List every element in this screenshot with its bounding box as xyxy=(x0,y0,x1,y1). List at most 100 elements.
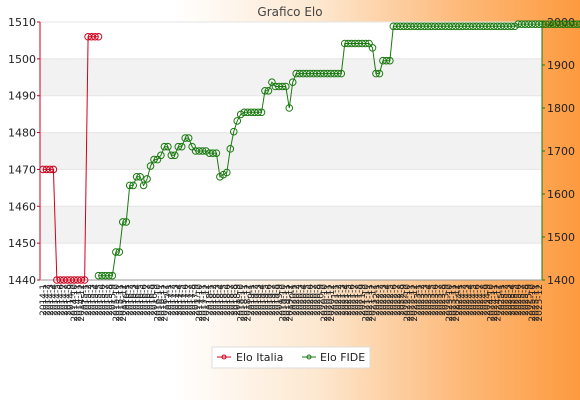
data-point[interactable] xyxy=(174,142,183,151)
data-point[interactable] xyxy=(164,142,172,151)
data-point[interactable] xyxy=(209,149,217,157)
x-tick-label: 2022-8 xyxy=(396,284,406,316)
x-tick-label: 2025-7 xyxy=(518,284,528,316)
left-tick-label: 1500 xyxy=(8,53,36,66)
data-point[interactable] xyxy=(115,248,124,256)
data-point[interactable] xyxy=(108,271,117,280)
right-tick-label: 1600 xyxy=(547,188,575,201)
x-tick-label: 2014-6 xyxy=(56,284,66,316)
x-tick-label: 2024-12 xyxy=(493,284,503,322)
data-point[interactable] xyxy=(139,181,148,190)
data-point[interactable] xyxy=(334,69,342,78)
data-point[interactable] xyxy=(337,69,346,78)
data-point[interactable] xyxy=(288,78,297,86)
x-tick-label: 2018-3 xyxy=(212,284,222,316)
x-tick-label: 2017-4 xyxy=(174,284,184,316)
x-tick-label: 2015-12 xyxy=(119,284,129,322)
data-point[interactable] xyxy=(361,39,370,48)
data-point[interactable] xyxy=(281,82,290,91)
x-tick-label: 2017-5 xyxy=(178,284,188,316)
x-tick-label: 2024-9 xyxy=(483,284,493,316)
data-point[interactable] xyxy=(372,69,380,78)
x-tick-label: 2025-1 xyxy=(497,284,507,316)
x-tick-label: 2021-1 xyxy=(330,284,340,316)
x-tick-label: 2014-3 xyxy=(46,284,56,316)
x-tick-label: 2018-2 xyxy=(209,284,219,316)
series-layer xyxy=(39,20,580,284)
plot-band xyxy=(40,58,542,96)
x-tick-label: 2022-6 xyxy=(389,284,399,316)
x-tick-label: 2023-10 xyxy=(445,284,455,322)
data-point[interactable] xyxy=(198,147,207,155)
x-tick-label: 2021-8 xyxy=(355,284,365,316)
legend-item-elo-italia[interactable]: Elo Italia xyxy=(217,351,283,364)
data-point[interactable] xyxy=(254,108,262,117)
data-point[interactable] xyxy=(157,151,165,160)
data-point[interactable] xyxy=(94,32,103,41)
x-tick-label: 2020-6 xyxy=(306,284,316,316)
data-point[interactable] xyxy=(375,69,384,78)
data-point[interactable] xyxy=(136,173,144,181)
data-point[interactable] xyxy=(212,149,221,157)
data-point[interactable] xyxy=(132,173,141,181)
x-tick-label: 2025-6 xyxy=(514,284,524,316)
x-tick-label: 2024-2 xyxy=(459,284,469,316)
data-point[interactable] xyxy=(125,181,134,190)
x-tick-label: 2019-6 xyxy=(264,284,274,316)
data-point[interactable] xyxy=(573,20,580,28)
data-point[interactable] xyxy=(386,56,394,65)
data-point[interactable] xyxy=(167,151,176,160)
data-point[interactable] xyxy=(382,56,391,65)
data-point[interactable] xyxy=(91,32,99,41)
x-tick-label: 2024-7 xyxy=(476,284,486,316)
data-point[interactable] xyxy=(171,151,179,160)
x-tick-label: 2017-2 xyxy=(167,284,177,316)
data-point[interactable] xyxy=(118,218,127,226)
data-point[interactable] xyxy=(229,127,238,136)
data-point[interactable] xyxy=(49,165,58,174)
data-point[interactable] xyxy=(264,87,273,95)
legend-item-elo-fide[interactable]: Elo FIDE xyxy=(302,351,365,364)
data-point[interactable] xyxy=(223,168,231,177)
x-tick-label: 2020-2 xyxy=(292,284,302,316)
x-tick-label: 2019-9 xyxy=(275,284,285,316)
x-tick-label: 2020-5 xyxy=(303,284,313,316)
data-point[interactable] xyxy=(181,134,190,142)
x-tick-label: 2017-1 xyxy=(164,284,174,316)
x-tick-label: 2014-9 xyxy=(67,284,77,316)
data-point[interactable] xyxy=(177,142,186,151)
data-point[interactable] xyxy=(146,162,155,170)
data-point[interactable] xyxy=(112,248,120,256)
x-tick-label: 2020-11 xyxy=(323,284,333,322)
data-point[interactable] xyxy=(285,104,294,112)
series-elo-fide xyxy=(94,20,580,280)
data-point[interactable] xyxy=(184,134,193,142)
x-tick-label: 2015-1 xyxy=(81,284,91,316)
data-point[interactable] xyxy=(368,44,377,52)
right-axis-ticks: 1400 1500 1600 1700 1800 1900 2000 xyxy=(542,16,575,287)
data-point[interactable] xyxy=(507,22,516,31)
data-point[interactable] xyxy=(105,271,113,280)
x-tick-label: 2024-3 xyxy=(462,284,472,316)
data-point[interactable] xyxy=(150,155,158,164)
data-point[interactable] xyxy=(160,142,169,151)
data-point[interactable] xyxy=(278,82,287,91)
data-point[interactable] xyxy=(129,181,137,190)
data-point[interactable] xyxy=(257,108,266,117)
data-point[interactable] xyxy=(143,175,151,183)
x-tick-label: 2025-4 xyxy=(507,284,517,316)
data-point[interactable] xyxy=(576,20,580,28)
legend-marker-elo-italia xyxy=(221,354,227,360)
data-point[interactable] xyxy=(122,218,131,226)
x-tick-label: 2022-5 xyxy=(386,284,396,316)
data-point[interactable] xyxy=(261,87,269,95)
legend: Elo Italia Elo FIDE xyxy=(211,346,371,369)
data-point[interactable] xyxy=(226,145,235,153)
data-point[interactable] xyxy=(233,117,242,125)
x-tick-label: 2018-6 xyxy=(223,284,233,316)
x-tick-label: 2025-10 xyxy=(528,284,538,322)
data-point[interactable] xyxy=(80,276,89,284)
data-point[interactable] xyxy=(46,165,54,174)
x-tick-label: 2014-7 xyxy=(60,284,70,316)
data-point[interactable] xyxy=(77,276,85,284)
